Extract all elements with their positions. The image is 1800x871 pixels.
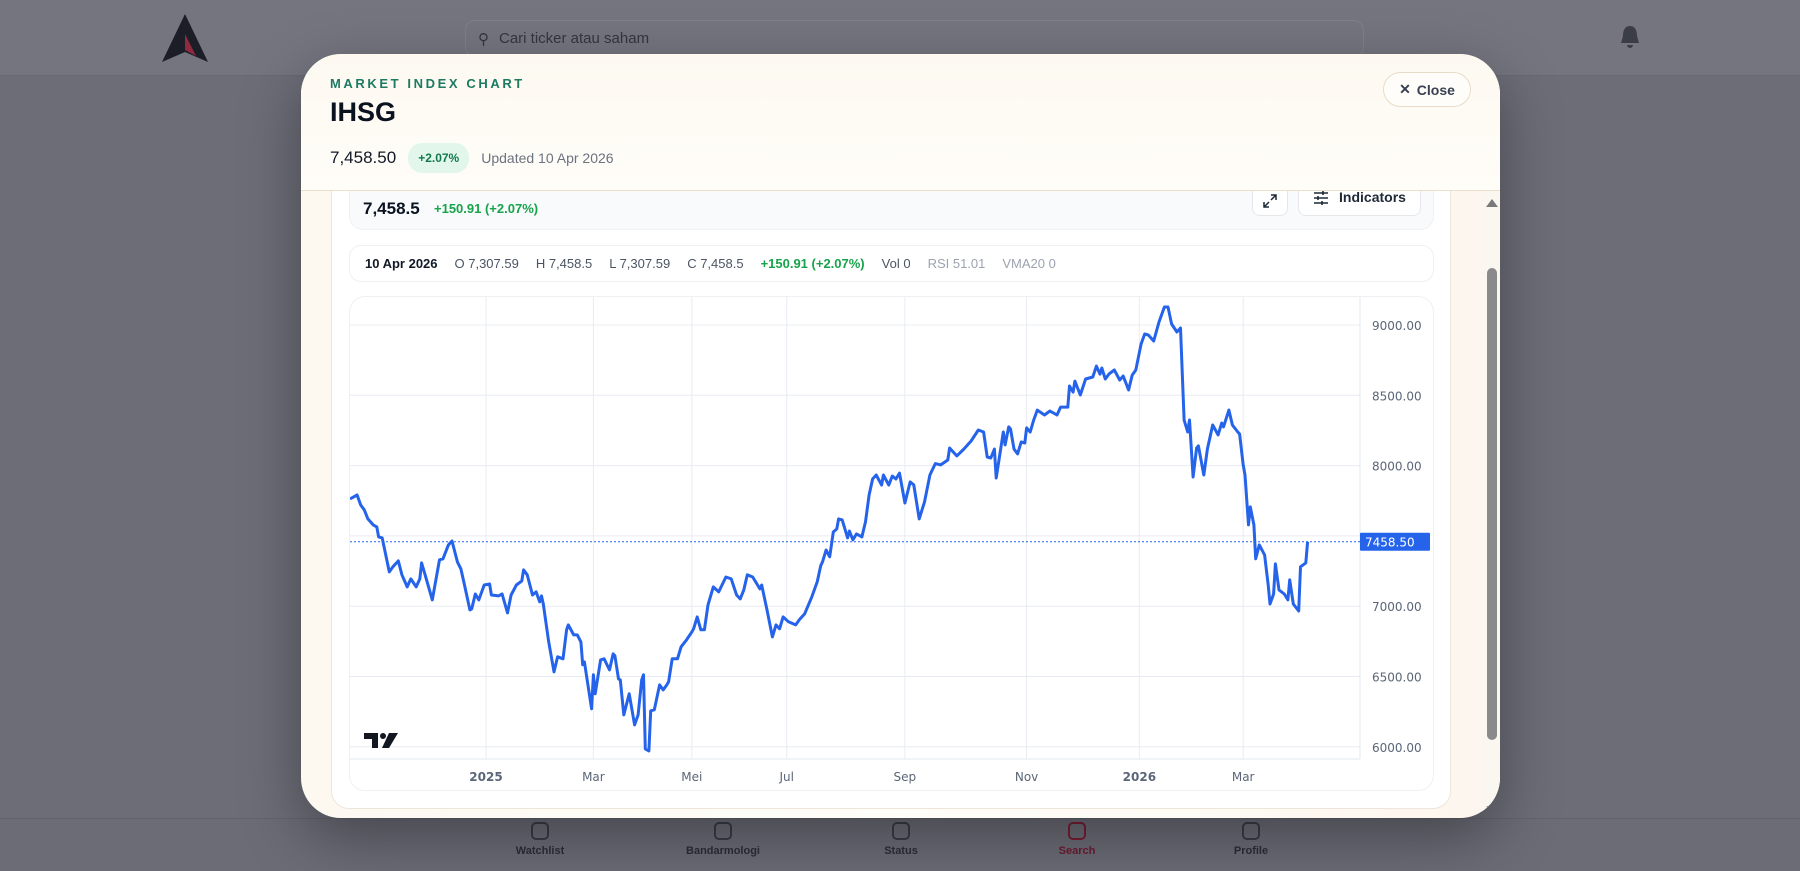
ohlc-change: +150.91 (+2.07%) [760,256,865,271]
watchlist-icon [531,822,549,840]
last-price-label-bg [1360,532,1430,551]
x-tick-label: Nov [1015,770,1038,784]
x-tick-label: 2026 [1123,770,1156,784]
x-tick-label: Jul [778,770,793,784]
nav-profile[interactable]: Profile [1191,822,1311,857]
x-tick-label: 2025 [469,770,502,784]
ohlc-open: O 7,307.59 [454,256,519,271]
price-line-series [350,305,1310,753]
close-icon: ✕ [1399,81,1411,97]
ohlc-rsi: RSI 51.01 [927,256,986,271]
nav-label: Search [1058,845,1096,857]
ohlc-close: C 7,458.5 [687,256,744,271]
bottom-navbar [0,818,1800,871]
indicators-label: Indicators [1339,189,1406,205]
bell-icon[interactable] [1618,24,1642,50]
scrollbar-thumb[interactable] [1487,268,1497,740]
search-input[interactable]: ⚲ Cari ticker atau saham [465,20,1364,57]
nav-search[interactable]: Search [1017,822,1137,857]
price-chart[interactable]: 9000.00 8500.00 8000.00 7000.00 6500.00 6000.… [349,296,1434,791]
y-tick-label: 8000.00 [1372,460,1422,474]
ohlc-high: H 7,458.5 [535,256,593,271]
tradingview-logo [364,733,398,748]
x-tick-label: Mei [681,770,702,784]
search-icon: ⚲ [478,30,489,48]
profile-icon [1242,822,1260,840]
x-tick-label: Sep [894,770,917,784]
modal-eyebrow: MARKET INDEX CHART [330,76,525,91]
status-icon [892,822,910,840]
tradingview-logo-mark [364,733,378,748]
updated-timestamp: Updated 10 Apr 2026 [481,150,614,166]
tradingview-logo-slash [382,733,398,748]
nav-status[interactable]: Status [841,822,961,857]
y-tick-label: 8500.00 [1372,389,1422,403]
nav-label: Profile [1233,845,1269,857]
nav-label: Watchlist [515,845,565,857]
y-tick-label: 9000.00 [1372,319,1422,333]
ohlc-date: 10 Apr 2026 [365,256,438,271]
index-price: 7,458.50 [330,148,397,167]
last-price-label: 7458.50 [1365,536,1415,550]
nav-bandarmologi[interactable]: Bandarmologi [663,822,783,857]
bandarmologi-icon [714,822,732,840]
nav-label: Bandarmologi [686,845,760,857]
price-change: +150.91 (+2.07%) [434,201,539,216]
ohlc-low: L 7,307.59 [609,256,671,271]
app-logo[interactable] [160,12,210,66]
tradingview-logo-dot [380,733,386,739]
price-chart-svg[interactable]: 9000.00 8500.00 8000.00 7000.00 6500.00 6000.… [350,297,1434,791]
close-label: Close [1416,81,1455,98]
close-button[interactable]: ✕ Close [1383,72,1471,107]
x-tick-label: Mar [1232,770,1255,784]
y-tick-label: 7000.00 [1372,600,1422,614]
y-tick-label: 6000.00 [1372,741,1422,755]
market-index-modal: 7,458.5 +150.91 (+2.07%) Indicators 10 A… [301,54,1500,818]
last-price: 7,458.5 [363,199,420,218]
modal-header: MARKET INDEX CHART IHSG 7,458.50 +2.07% … [301,54,1500,191]
price-row: 7,458.50 +2.07% Updated 10 Apr 2026 [330,143,614,173]
nav-label: Status [884,845,918,857]
scroll-up-arrow-icon[interactable] [1486,199,1498,207]
ohlc-vma: VMA20 0 [1002,256,1056,271]
sliders-icon [1314,191,1329,205]
y-tick-label: 6500.00 [1372,671,1422,685]
nav-watchlist[interactable]: Watchlist [480,822,600,857]
ohlc-volume: Vol 0 [881,256,911,271]
modal-title: IHSG [330,97,397,127]
x-tick-label: Mar [582,770,605,784]
change-badge: +2.07% [408,143,470,173]
ohlc-legend: 10 Apr 2026 O 7,307.59 H 7,458.5 L 7,307… [349,245,1434,282]
search-icon [1068,822,1086,840]
expand-icon [1263,194,1277,208]
search-placeholder: Cari ticker atau saham [499,30,650,47]
scroll-down-arrow-icon[interactable] [1486,806,1498,812]
